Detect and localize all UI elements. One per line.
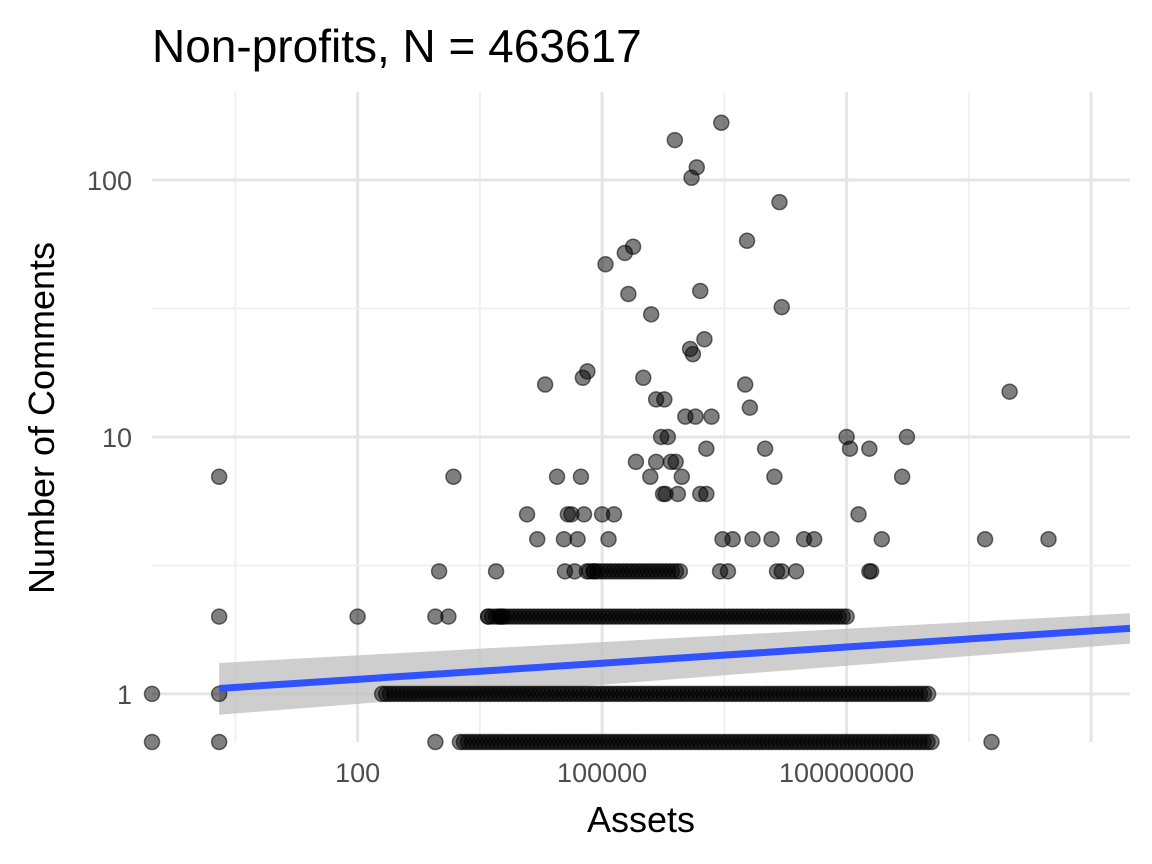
data-point <box>698 485 715 503</box>
x-tick-label: 100000000 <box>779 758 914 788</box>
data-point <box>703 408 720 425</box>
data-point <box>850 506 867 523</box>
data-point <box>529 530 546 548</box>
data-point <box>579 363 596 380</box>
data-point <box>738 232 756 250</box>
x-tick-label: 100 <box>335 758 380 788</box>
data-point <box>923 733 940 751</box>
y-tick-label: 10 <box>102 423 132 453</box>
data-point <box>656 391 673 408</box>
data-point <box>642 306 660 323</box>
data-point <box>487 563 505 580</box>
data-point <box>210 733 228 751</box>
x-tick-label: 100000 <box>557 758 647 788</box>
data-point <box>642 468 659 486</box>
y-axis-title: Number of Comments <box>21 242 62 594</box>
data-point <box>673 468 691 486</box>
data-point <box>666 131 684 149</box>
data-point <box>684 345 702 363</box>
data-point <box>635 369 652 386</box>
data-point <box>976 530 994 548</box>
data-point <box>627 453 645 471</box>
data-point <box>713 114 730 132</box>
data-point <box>741 399 759 416</box>
data-point <box>572 468 590 486</box>
data-point <box>667 453 684 471</box>
data-point <box>575 506 593 523</box>
data-point <box>805 530 823 548</box>
data-point <box>585 563 603 580</box>
y-tick-label: 100 <box>87 166 132 196</box>
data-point <box>536 376 554 393</box>
data-point <box>756 440 774 457</box>
data-point <box>210 608 228 625</box>
x-axis-title: Assets <box>587 799 695 840</box>
data-point <box>736 376 754 393</box>
data-point <box>773 563 791 580</box>
data-point <box>605 506 623 523</box>
chart-title: Non-profits, N = 463617 <box>152 20 642 72</box>
data-point <box>427 733 444 751</box>
data-point <box>719 563 737 580</box>
data-point <box>766 468 783 486</box>
data-point <box>671 563 689 580</box>
data-point <box>1001 383 1018 400</box>
data-point <box>677 408 694 425</box>
data-point <box>624 238 642 255</box>
data-point <box>861 440 878 457</box>
data-point <box>873 530 891 548</box>
data-point <box>744 530 761 548</box>
data-point <box>688 159 706 176</box>
data-point <box>445 468 462 486</box>
data-point <box>893 468 911 486</box>
data-point <box>696 331 713 348</box>
data-point <box>659 428 677 446</box>
data-point <box>143 733 161 751</box>
data-point <box>349 608 366 625</box>
y-tick-label: 1 <box>117 680 132 710</box>
trend-line <box>218 624 1131 692</box>
data-point <box>210 468 228 486</box>
data-point <box>555 530 573 548</box>
data-point <box>838 608 855 625</box>
data-point <box>669 485 687 503</box>
data-point <box>983 733 1000 751</box>
data-point <box>1040 530 1057 548</box>
data-point <box>430 563 448 580</box>
data-point <box>692 282 709 300</box>
scatter-points <box>143 114 1057 751</box>
data-point <box>841 440 859 457</box>
data-point <box>494 608 511 625</box>
data-point <box>898 428 916 446</box>
data-point <box>569 530 586 548</box>
regression-line <box>218 624 1131 692</box>
data-point <box>597 256 614 273</box>
tick-labels: 100 100000 100000000 1 10 100 <box>87 166 914 788</box>
data-point <box>724 530 741 548</box>
data-point <box>698 440 715 457</box>
data-point <box>600 530 617 548</box>
data-point <box>787 563 805 580</box>
data-point <box>440 608 457 625</box>
data-point <box>919 685 937 703</box>
data-point <box>773 298 791 316</box>
data-point <box>862 563 880 580</box>
data-point <box>548 468 566 486</box>
data-point <box>143 685 161 703</box>
data-point <box>518 506 536 523</box>
data-point <box>620 285 637 303</box>
data-point <box>647 453 665 471</box>
data-point <box>771 193 788 211</box>
data-point <box>763 530 780 548</box>
